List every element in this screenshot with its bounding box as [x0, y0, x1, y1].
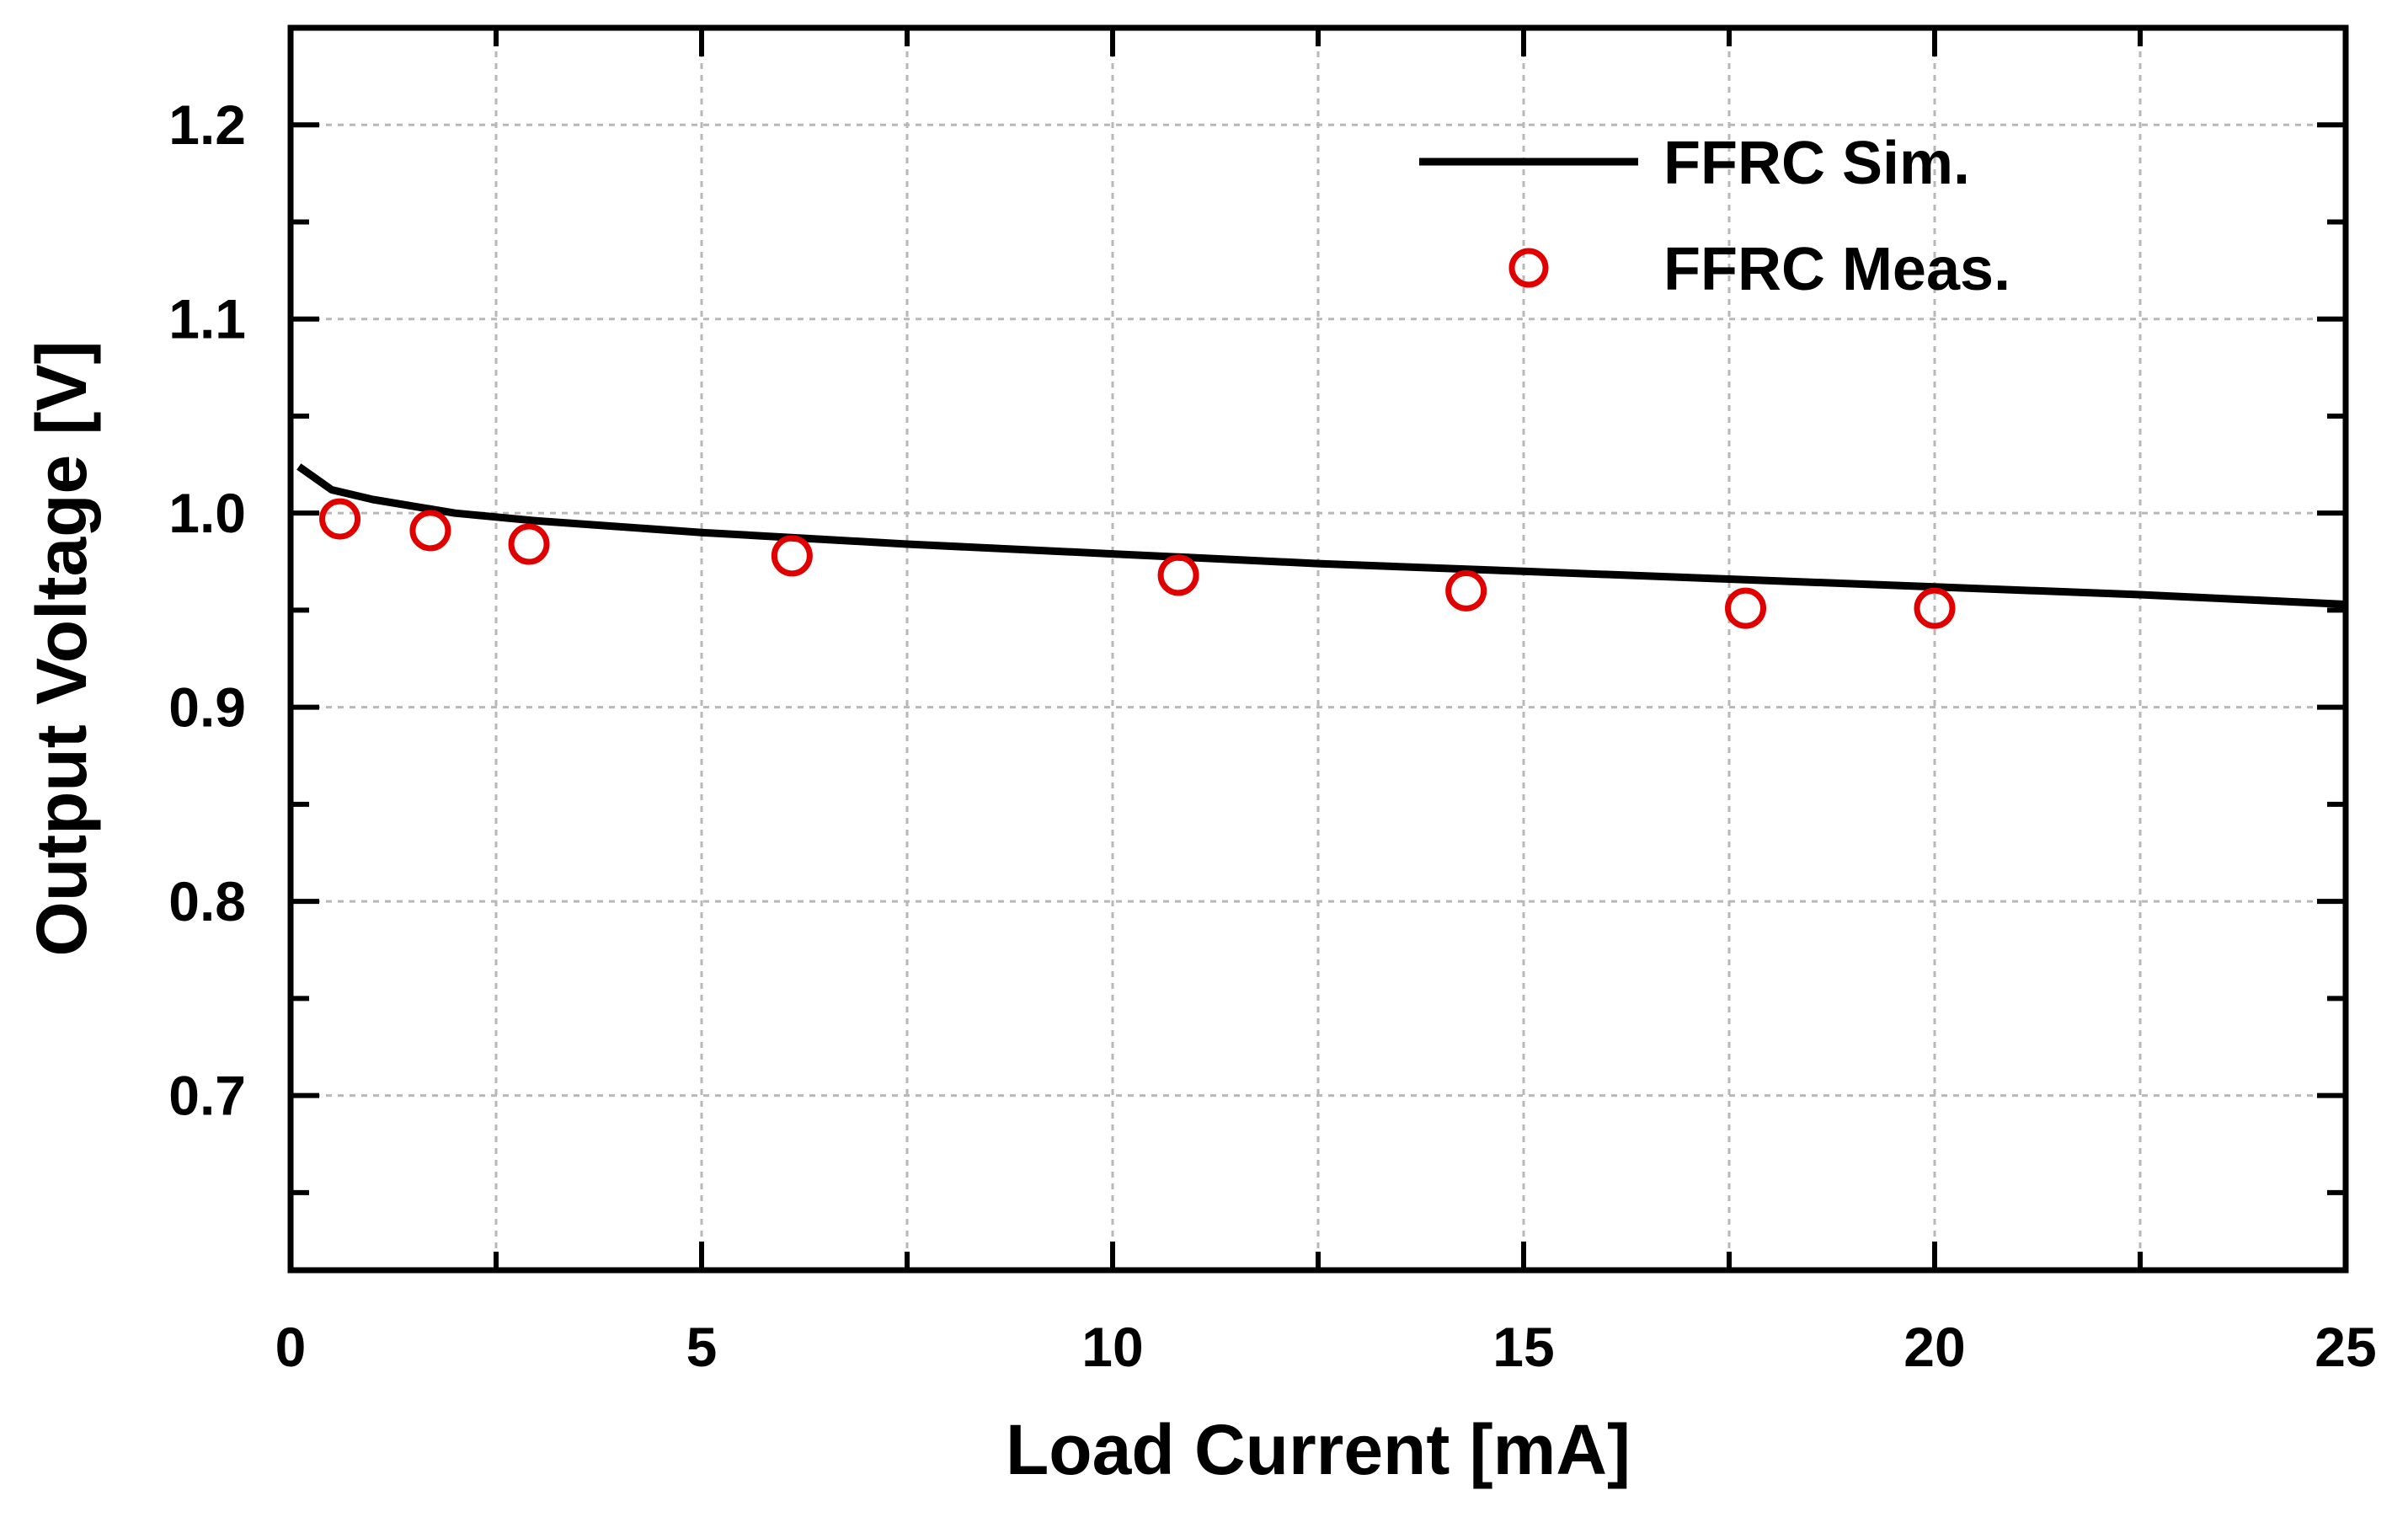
- x-tick-label: 10: [1081, 1316, 1143, 1378]
- series-layer: [296, 463, 2347, 629]
- x-tick-label: 15: [1492, 1316, 1554, 1378]
- data-point-ffrc-meas: [409, 510, 451, 552]
- data-point-ffrc-meas: [508, 523, 550, 565]
- y-tick-label: 1.2: [168, 93, 246, 156]
- x-tick-label: 25: [2315, 1316, 2376, 1378]
- x-tick-label: 5: [686, 1316, 718, 1378]
- legend: FFRC Sim. FFRC Meas.: [1419, 130, 2010, 303]
- y-tick-label: 1.0: [168, 482, 246, 544]
- legend-label-sim: FFRC Sim.: [1663, 130, 1970, 197]
- x-tick-label: 20: [1903, 1316, 1965, 1378]
- tick-labels: 0 5 10 15 20 25 0.7 0.8 0.9 1.0 1.1 1.2: [168, 93, 2376, 1378]
- y-tick-label: 0.9: [168, 676, 246, 739]
- data-point-ffrc-meas: [1914, 587, 1956, 629]
- y-tick-label: 1.1: [168, 288, 246, 350]
- legend-marker-meas: [1508, 248, 1549, 288]
- data-point-ffrc-meas: [319, 498, 361, 540]
- data-point-ffrc-meas: [771, 535, 813, 577]
- grid-lines: [291, 28, 2346, 1270]
- legend-label-meas: FFRC Meas.: [1663, 236, 2010, 303]
- series-line-ffrc-sim: [296, 463, 2347, 608]
- plot-frame: [287, 24, 2349, 1274]
- x-axis-title: Load Current [mA]: [1006, 1410, 1631, 1489]
- data-point-ffrc-meas: [1445, 569, 1487, 612]
- y-axis-title: Output Voltage [V]: [22, 340, 101, 956]
- data-point-ffrc-meas: [1157, 554, 1199, 596]
- data-point-ffrc-meas: [1725, 587, 1767, 629]
- y-tick-label: 0.7: [168, 1065, 246, 1127]
- y-tick-label: 0.8: [168, 870, 246, 932]
- axis-ticks: [288, 28, 2348, 1270]
- x-tick-label: 0: [275, 1316, 307, 1378]
